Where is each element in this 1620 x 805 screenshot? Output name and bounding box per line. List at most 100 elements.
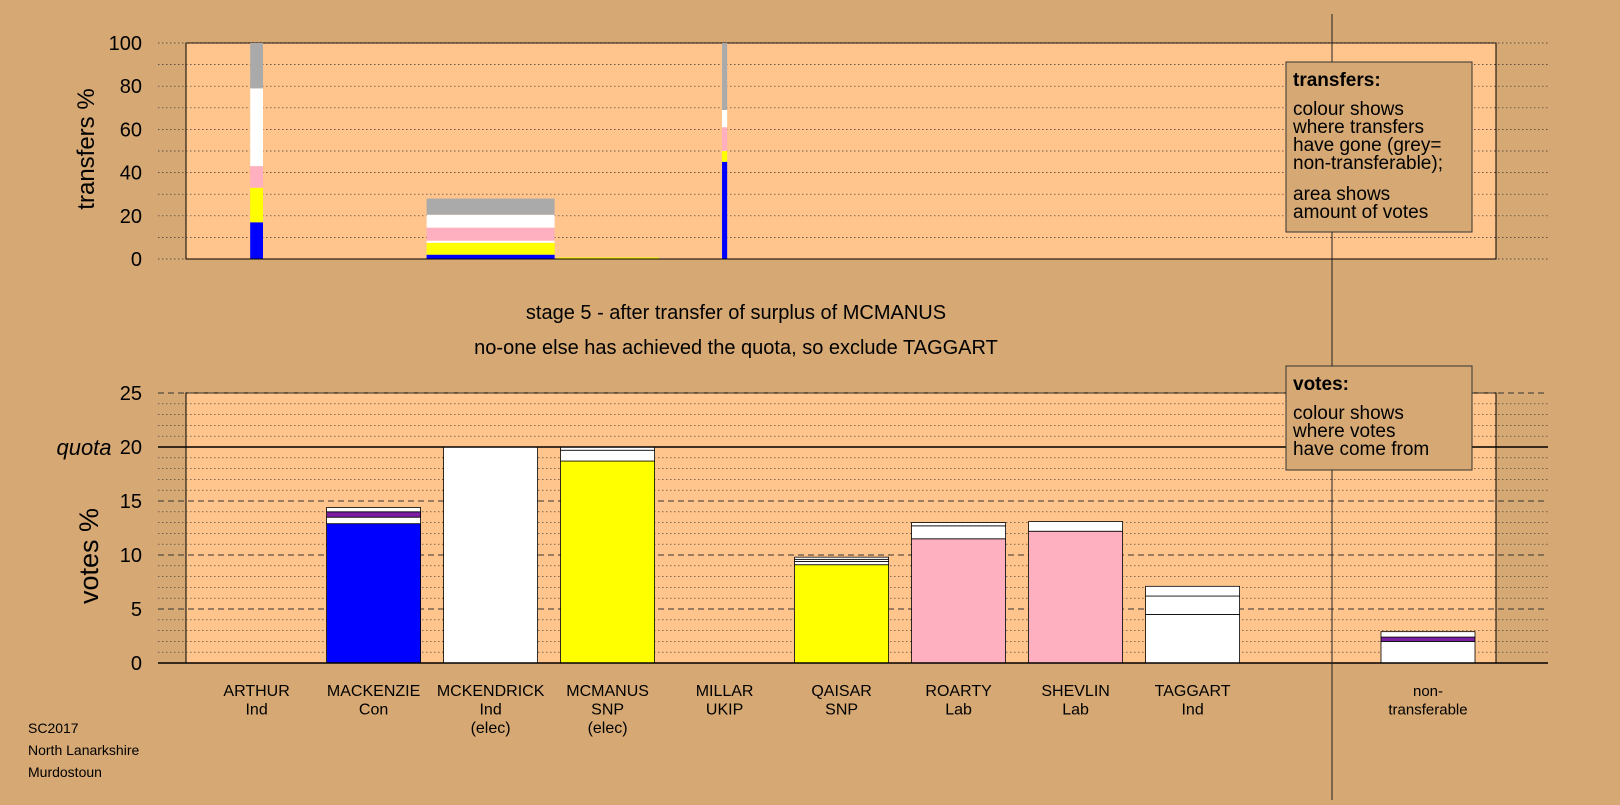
candidate-label: MILLAR xyxy=(696,683,754,700)
footer-line: SC2017 xyxy=(28,720,79,736)
transfer-segment xyxy=(250,222,263,259)
footer-line: North Lanarkshire xyxy=(28,742,139,758)
votes-legend-title: votes: xyxy=(1293,374,1349,395)
candidate-label: Lab xyxy=(945,702,972,719)
candidate-label: Ind xyxy=(479,702,501,719)
candidate-label: ARTHUR xyxy=(223,683,289,700)
transfer-segment xyxy=(426,254,555,259)
vote-bar-mackenzie xyxy=(326,507,422,664)
transfer-bar-mckendrick xyxy=(426,198,555,259)
vote-segment xyxy=(1380,636,1476,642)
candidate-label: (elec) xyxy=(588,720,628,737)
candidate-label: QAISAR xyxy=(811,683,871,700)
candidate-label: MCMANUS xyxy=(566,683,649,700)
transfers-legend-line: non-transferable); xyxy=(1293,153,1443,174)
vote-segment xyxy=(1145,595,1240,615)
candidate-label: Ind xyxy=(1181,702,1203,719)
transfers-legend-title: transfers: xyxy=(1293,70,1381,91)
votes-legend-line: where votes xyxy=(1292,421,1395,442)
transfers-y-tick-label: 40 xyxy=(120,163,142,185)
votes-legend: votes: colour shows where votes have com… xyxy=(1285,365,1473,471)
transfer-bar-mcmanus xyxy=(556,257,659,259)
candidate-label: SNP xyxy=(825,702,858,719)
votes-y-tick-label: 20 xyxy=(120,437,142,459)
vote-bar-taggart xyxy=(1145,585,1240,664)
candidate-label: Lab xyxy=(1062,702,1089,719)
transfers-legend-line: amount of votes xyxy=(1293,202,1428,223)
votes-bars xyxy=(326,446,1476,664)
vote-segment xyxy=(911,522,1006,527)
candidate-label: TAGGART xyxy=(1155,683,1231,700)
votes-y-axis-label: votes % xyxy=(74,508,104,604)
votes-y-tick-label: 0 xyxy=(131,653,142,675)
vote-segment xyxy=(326,516,422,525)
transfer-segment xyxy=(722,109,728,128)
vote-segment xyxy=(911,538,1006,664)
candidate-label: Ind xyxy=(245,702,267,719)
transfer-segment xyxy=(426,242,555,255)
vote-segment xyxy=(1380,631,1476,638)
transfer-segment xyxy=(722,127,728,151)
transfers-legend-line: where transfers xyxy=(1292,117,1424,138)
vote-segment xyxy=(560,449,655,462)
nontransferable-label: transferable xyxy=(1388,702,1467,719)
stage-subtitle: no-one else has achieved the quota, so e… xyxy=(474,337,998,359)
candidate-label: SHEVLIN xyxy=(1041,683,1109,700)
transfer-segment xyxy=(722,43,728,110)
transfer-segment xyxy=(426,240,555,243)
transfers-legend: transfers: colour shows where transfers … xyxy=(1285,61,1473,233)
transfers-y-tick-label: 0 xyxy=(131,249,142,271)
votes-y-tick-label: 15 xyxy=(120,491,142,513)
vote-segment xyxy=(794,556,889,560)
candidate-label: MCKENDRICK xyxy=(437,683,545,700)
transfers-plot-area xyxy=(185,42,1497,260)
transfer-segment xyxy=(722,151,728,162)
candidate-label: (elec) xyxy=(471,720,511,737)
transfers-legend-box xyxy=(1285,61,1473,233)
transfers-y-tick-label: 20 xyxy=(120,206,142,228)
votes-legend-line: colour shows xyxy=(1293,403,1404,424)
vote-segment xyxy=(794,564,889,664)
transfer-segment xyxy=(250,43,263,89)
vote-bar-mcmanus xyxy=(560,446,655,664)
vote-bar-non-transferable xyxy=(1380,631,1476,664)
vote-bar-shevlin xyxy=(1028,521,1123,664)
vote-bar-mckendrick xyxy=(443,446,539,664)
vote-segment xyxy=(794,561,889,566)
transfer-bar-arthur xyxy=(250,43,263,259)
quota-label: quota xyxy=(56,435,111,460)
candidate-label: ROARTY xyxy=(925,683,992,700)
vote-segment xyxy=(1145,585,1240,597)
candidate-label: Con xyxy=(359,702,388,719)
transfer-segment xyxy=(722,161,728,259)
vote-bar-qaisar xyxy=(794,556,889,664)
vote-segment xyxy=(326,523,422,664)
stage-title: stage 5 - after transfer of surplus of M… xyxy=(526,302,946,324)
vote-segment xyxy=(1028,521,1123,532)
transfer-segment xyxy=(556,257,659,259)
vote-segment xyxy=(326,511,422,518)
transfer-segment xyxy=(426,227,555,241)
votes-y-ticks: 0 5 10 15 20 25 xyxy=(120,383,142,675)
footer-line: Murdostoun xyxy=(28,764,102,780)
transfer-segment xyxy=(250,187,263,223)
vote-segment xyxy=(1028,530,1123,664)
transfers-legend-line: have gone (grey= xyxy=(1293,135,1441,156)
transfers-y-tick-label: 60 xyxy=(120,119,142,141)
transfers-y-tick-label: 100 xyxy=(109,33,142,55)
transfer-segment xyxy=(426,198,555,215)
vote-segment xyxy=(1380,641,1476,664)
votes-y-tick-label: 10 xyxy=(120,545,142,567)
transfer-bar-millar xyxy=(722,43,728,259)
transfers-legend-line: colour shows xyxy=(1293,99,1404,120)
nontransferable-label: non- xyxy=(1413,683,1443,700)
transfer-segment xyxy=(250,166,263,188)
vote-segment xyxy=(326,507,422,513)
vote-segment xyxy=(911,525,1006,540)
transfers-y-ticks: 0 20 40 60 80 100 xyxy=(109,33,142,271)
votes-y-tick-label: 25 xyxy=(120,383,142,405)
transfers-y-axis-label: transfers % xyxy=(73,88,100,209)
votes-y-tick-label: 5 xyxy=(131,599,142,621)
